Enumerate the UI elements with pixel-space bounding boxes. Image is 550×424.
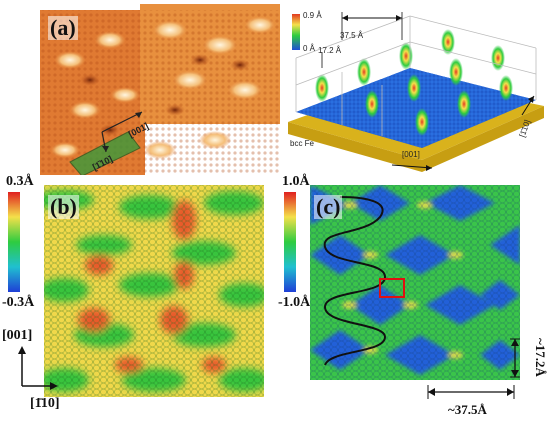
model-substrate-label: bcc Fe — [290, 139, 315, 148]
panel-b-label: (b) — [48, 194, 79, 219]
model-width-label: 37.5 Å — [340, 31, 364, 40]
panel-c-colorbar-min: -1.0Å — [278, 295, 311, 310]
panel-c-period-x: ~37.5Å — [448, 402, 487, 417]
panel-c-colorbar — [284, 192, 296, 292]
panel-c-dimension-lines — [427, 338, 520, 399]
panel-b-colorbar — [8, 192, 20, 292]
model-axis-001: [001] — [402, 150, 420, 159]
panel-b-map — [44, 185, 264, 397]
panel-c-map — [310, 185, 520, 380]
model-colorbar-max: 0.9 Å — [303, 11, 322, 20]
panel-a-label: (a) — [48, 15, 78, 40]
panel-c-period-y: ~17.2Å — [533, 338, 548, 377]
axis-label-001: [001] — [2, 328, 33, 343]
model-height-label: 17.2 Å — [318, 46, 342, 55]
model-colorbar-min: 0 Å — [303, 44, 316, 53]
panel-c-colorbar-max: 1.0Å — [282, 174, 310, 189]
panel-a-stm-image — [40, 4, 280, 175]
panel-b-colorbar-min: -0.3Å — [2, 295, 35, 310]
panel-c-label: (c) — [314, 194, 343, 219]
axis-label-110: [1̄10] — [30, 396, 60, 411]
panel-b-colorbar-max: 0.3Å — [6, 174, 34, 189]
model-3d-view — [288, 12, 544, 172]
axes-arrows — [18, 346, 58, 390]
